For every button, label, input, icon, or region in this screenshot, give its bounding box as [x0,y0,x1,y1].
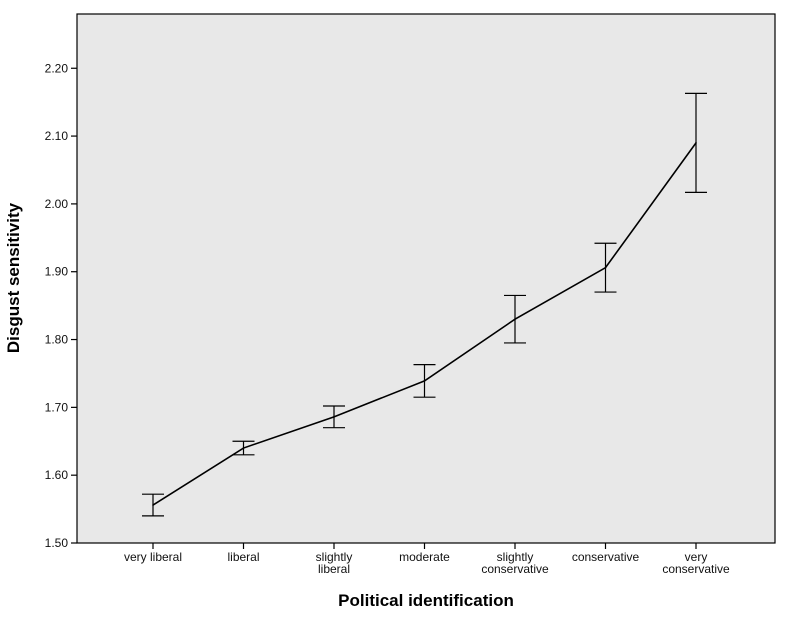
error-bars [142,92,707,517]
x-tick-label: slightly liberal [316,550,353,576]
x-tick-label-line: very liberal [124,550,182,564]
data-point [695,142,697,144]
x-tick-label: liberal [227,550,259,564]
x-axis: very liberal liberal slightly liberalmodera… [124,543,730,576]
x-tick-label-line: slightly [497,550,534,564]
x-tick-label-line: liberal [318,562,350,576]
data-point [242,447,245,449]
data-point [423,380,426,382]
y-axis-title: Disgust sensitivity [4,202,23,353]
x-tick-label-line: conservative [572,550,640,564]
x-tick-label-line: moderate [399,550,450,564]
data-point [333,416,335,418]
x-tick-label-line: very [685,550,708,564]
x-tick-label: moderate [399,550,450,564]
x-tick-label-line: conservative [662,562,730,576]
x-tick-label-line: slightly [316,550,353,564]
x-tick-label-line: conservative [481,562,549,576]
x-tick-label-line: liberal [227,550,259,564]
x-tick-label: conservative [572,550,640,564]
series-line-group [152,142,697,506]
x-tick-label: slightly conservative [481,550,549,576]
x-tick-label: very conservative [662,550,730,576]
x-axis-title: Political identification [338,591,514,610]
y-tick-label: 1.50 [45,536,69,550]
y-tick-label: 2.00 [45,197,69,211]
data-point [604,266,607,269]
y-tick-label: 1.60 [45,468,69,482]
data-point [152,504,154,506]
y-tick-label: 2.10 [45,129,69,143]
x-tick-label: very liberal [124,550,182,564]
y-tick-label: 1.80 [45,333,69,347]
plot-area [76,13,776,544]
y-tick-label: 2.20 [45,61,69,75]
y-tick-label: 1.90 [45,265,69,279]
y-tick-label: 1.70 [45,400,69,414]
data-point [514,318,516,320]
y-axis: 1.50 1.60 1.70 1.80 1.90 2.00 2.10 2.20 [45,61,77,550]
